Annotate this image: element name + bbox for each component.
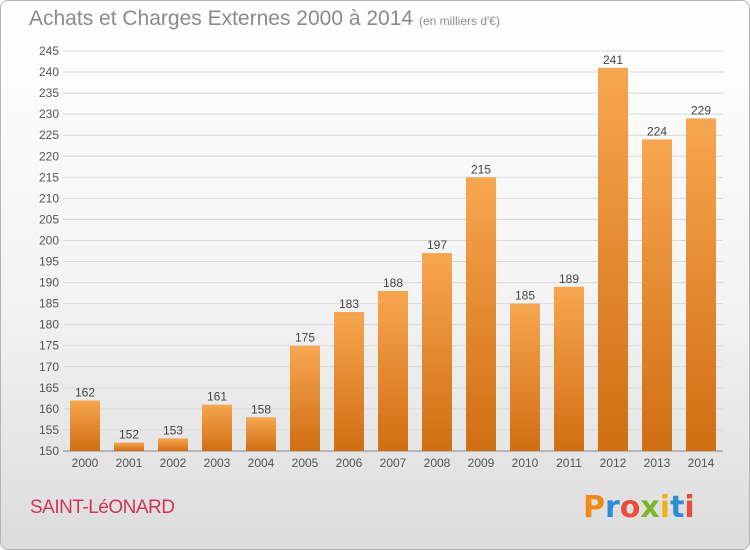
x-tick-label-2008: 2008 [424, 456, 451, 470]
x-tick-label-2009: 2009 [468, 456, 495, 470]
data-label-2008: 197 [427, 238, 447, 252]
bar-2009 [466, 177, 496, 451]
bar-2000 [70, 400, 100, 451]
bar-2010 [510, 303, 540, 451]
data-label-2011: 189 [559, 272, 579, 286]
bar-2004 [246, 417, 276, 451]
data-labels: 162 152 153 161 158 175 183 188 197 215 185 189 241 2… [75, 53, 711, 442]
y-tick-label: 235 [39, 86, 59, 100]
bar-2007 [378, 291, 408, 451]
y-tick-label: 240 [39, 65, 59, 79]
y-tick-label: 210 [39, 191, 59, 205]
x-tick-label-2013: 2013 [644, 456, 671, 470]
chart-title: Achats et Charges Externes 2000 à 2014 [29, 7, 414, 30]
y-tick-label: 180 [39, 318, 59, 332]
x-tick-label-2012: 2012 [600, 456, 627, 470]
x-tick-label-2014: 2014 [688, 456, 715, 470]
y-tick-label: 225 [39, 128, 59, 142]
city-name: SAINT-LéONARD [30, 497, 175, 518]
x-tick-label-2011: 2011 [556, 456, 582, 470]
y-tick-label: 160 [39, 402, 59, 416]
y-tick-label: 155 [39, 423, 59, 437]
x-tick-label-2002: 2002 [160, 456, 187, 470]
data-label-2003: 161 [207, 390, 227, 404]
y-tick-label: 190 [39, 276, 59, 290]
y-axis-ticks: 150 155 160 165 170 175 180 185 190 195 200 205 210 2… [39, 44, 59, 458]
bar-2005 [290, 345, 320, 451]
y-tick-label: 230 [39, 107, 59, 121]
y-tick-label: 220 [39, 149, 59, 163]
bar-2013 [642, 139, 672, 451]
data-label-2012: 241 [603, 53, 623, 67]
bar-2008 [422, 253, 452, 451]
bar-2012 [598, 67, 628, 451]
x-tick-label-2003: 2003 [204, 456, 231, 470]
y-tick-label: 195 [39, 255, 59, 269]
data-label-2004: 158 [251, 402, 271, 416]
x-tick-label-2004: 2004 [248, 456, 275, 470]
chart-subtitle: (en milliers d'€) [419, 14, 500, 28]
data-label-2014: 229 [691, 103, 711, 117]
data-label-2005: 175 [295, 331, 315, 345]
proxiti-logo: Proxiti [583, 490, 693, 525]
y-tick-label: 185 [39, 297, 59, 311]
bar-2014 [686, 118, 716, 452]
x-tick-label-2001: 2001 [116, 456, 143, 470]
data-label-2001: 152 [119, 428, 139, 442]
y-tick-label: 150 [39, 444, 59, 458]
y-tick-label: 200 [39, 233, 59, 247]
y-tick-label: 205 [39, 212, 59, 226]
data-label-2010: 185 [515, 289, 535, 303]
x-tick-label-2007: 2007 [380, 456, 407, 470]
y-tick-label: 170 [39, 360, 59, 374]
y-tick-label: 165 [39, 381, 59, 395]
y-tick-label: 245 [39, 44, 59, 58]
x-tick-label-2005: 2005 [292, 456, 319, 470]
x-tick-label-2010: 2010 [512, 456, 539, 470]
y-tick-label: 215 [39, 170, 59, 184]
data-label-2007: 188 [383, 276, 403, 290]
bar-2006 [334, 312, 364, 451]
y-tick-label: 175 [39, 339, 59, 353]
data-label-2013: 224 [647, 124, 667, 138]
data-label-2000: 162 [75, 385, 95, 399]
data-label-2002: 153 [163, 423, 183, 437]
x-axis-ticks: 2000 2001 2002 2003 2004 2005 2006 2007 2008 2009… [72, 456, 715, 470]
x-tick-label-2000: 2000 [72, 456, 99, 470]
bar-2001 [114, 442, 144, 451]
x-tick-label-2006: 2006 [336, 456, 363, 470]
bar-2003 [202, 404, 232, 451]
bars [70, 67, 716, 452]
bar-2011 [554, 286, 584, 451]
data-label-2009: 215 [471, 162, 491, 176]
bar-2002 [158, 438, 188, 451]
data-label-2006: 183 [339, 297, 359, 311]
svg-text:Proxiti: Proxiti [583, 490, 693, 525]
